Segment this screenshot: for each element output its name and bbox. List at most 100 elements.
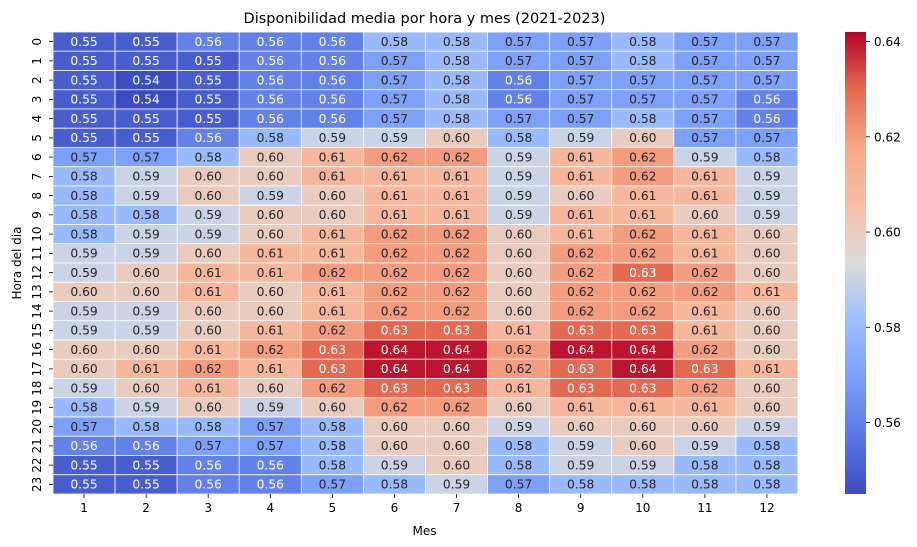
heatmap-cell-label: 0.59 [505,189,532,203]
heatmap-cell-label: 0.59 [195,208,222,222]
heatmap-cell-label: 0.56 [257,112,285,126]
heatmap-cell-label: 0.60 [753,324,780,338]
heatmap-cell-label: 0.58 [70,401,97,415]
heatmap-cell-label: 0.63 [381,381,408,395]
heatmap-cell-label: 0.60 [567,420,594,434]
heatmap-cell-label: 0.61 [381,208,408,222]
heatmap-cell-label: 0.62 [381,401,408,415]
heatmap-cell-label: 0.58 [257,131,284,145]
heatmap-cell-label: 0.60 [195,189,222,203]
heatmap-cell-label: 0.60 [443,439,470,453]
heatmap-cell-label: 0.59 [70,247,97,261]
heatmap-cell-label: 0.59 [70,266,97,280]
colorbar-tick-label: 0.64 [874,35,901,49]
y-tick-label: 4 [30,115,44,123]
heatmap-cell-label: 0.62 [629,247,656,261]
y-tick-label: 8 [30,192,44,200]
heatmap-cell-label: 0.59 [753,170,780,184]
heatmap-cell-label: 0.61 [691,227,718,241]
heatmap-cell-label: 0.58 [443,35,470,49]
y-tick-label: 21 [30,438,44,453]
heatmap-cell-label: 0.62 [381,150,408,164]
heatmap-cell-label: 0.58 [381,35,408,49]
heatmap-cell-label: 0.56 [257,93,285,107]
heatmap-cell-label: 0.58 [629,478,656,492]
heatmap-cell-label: 0.63 [629,381,656,395]
heatmap-cell-label: 0.57 [567,93,594,107]
heatmap-cell-label: 0.58 [753,439,780,453]
colorbar-ticks: 0.56 0.58 0.60 0.62 0.64 [866,35,901,430]
heatmap-cell-label: 0.56 [257,73,285,87]
heatmap-cell-label: 0.61 [629,208,656,222]
heatmap-cell-label: 0.59 [132,247,159,261]
heatmap-cell-label: 0.62 [381,285,408,299]
heatmap-cell-label: 0.59 [195,227,222,241]
heatmap-cell-label: 0.63 [629,266,656,280]
heatmap-cell-label: 0.58 [629,54,656,68]
heatmap-cell-label: 0.56 [70,439,98,453]
heatmap-cell-label: 0.60 [691,208,718,222]
y-tick-label: 2 [30,76,44,84]
heatmap-cell-label: 0.58 [132,420,159,434]
x-axis-label: Mes [413,524,437,538]
colorbar-tick-label: 0.56 [874,416,901,430]
y-tick-label: 3 [30,96,44,104]
heatmap-cell-label: 0.55 [132,54,159,68]
heatmap-cell-label: 0.58 [505,458,532,472]
heatmap-cell-label: 0.58 [691,478,718,492]
heatmap-cell-label: 0.61 [195,266,222,280]
heatmap-cell-label: 0.57 [753,54,780,68]
heatmap-cell-label: 0.60 [70,285,97,299]
heatmap-cell-label: 0.57 [505,478,532,492]
heatmap-cell-label: 0.62 [319,324,346,338]
heatmap-cell-label: 0.59 [567,458,594,472]
heatmap-cell-label: 0.56 [195,458,223,472]
heatmap-cell-label: 0.56 [132,439,160,453]
heatmap-cell-label: 0.64 [629,362,657,376]
heatmap-cell-label: 0.60 [505,304,532,318]
heatmap-cell-label: 0.56 [319,93,347,107]
heatmap-cell-label: 0.63 [319,362,346,376]
heatmap-cell-label: 0.56 [195,35,223,49]
heatmap-cell-label: 0.57 [132,150,159,164]
heatmap-cell-label: 0.58 [70,208,97,222]
x-tick-label: 4 [266,501,274,515]
heatmap-cell-label: 0.58 [70,170,97,184]
heatmap-cell-label: 0.62 [443,150,470,164]
y-tick-label: 12 [30,265,44,280]
heatmap-cell-label: 0.59 [132,304,159,318]
y-tick-label: 7 [30,173,44,181]
heatmap-cell-label: 0.64 [443,343,471,357]
heatmap-cell-label: 0.57 [567,54,594,68]
heatmap-cell-label: 0.60 [505,247,532,261]
heatmap-cell-label: 0.61 [691,324,718,338]
heatmap-cell-label: 0.57 [381,73,408,87]
heatmap-cell-label: 0.56 [505,93,533,107]
heatmap-cell-label: 0.60 [195,170,222,184]
heatmap-cell-label: 0.61 [443,170,470,184]
heatmap-cell-label: 0.60 [132,266,159,280]
heatmap-cell-label: 0.62 [629,170,656,184]
heatmap-cell-label: 0.61 [691,170,718,184]
heatmap-cell-label: 0.63 [443,381,470,395]
heatmap-cell-label: 0.61 [567,208,594,222]
heatmap-cell-label: 0.57 [505,54,532,68]
heatmap-cell-label: 0.62 [629,285,656,299]
heatmap-cell-label: 0.63 [443,324,470,338]
heatmap-cell-label: 0.59 [257,189,284,203]
heatmap-cell-label: 0.62 [443,285,470,299]
colorbar-tick-label: 0.58 [874,321,901,335]
heatmap-cell-label: 0.60 [505,401,532,415]
heatmap-cell-label: 0.61 [381,189,408,203]
heatmap-cell-label: 0.62 [319,266,346,280]
heatmap-cell-label: 0.60 [381,420,408,434]
heatmap-cell-label: 0.62 [567,247,594,261]
heatmap-cell-label: 0.57 [195,439,222,453]
heatmap-cell-label: 0.55 [70,112,97,126]
heatmap-cell-label: 0.57 [381,54,408,68]
heatmap-cell-label: 0.57 [567,73,594,87]
heatmap-cell-label: 0.59 [505,420,532,434]
heatmap-cell-label: 0.57 [381,112,408,126]
heatmap-cell-label: 0.60 [753,401,780,415]
heatmap-cell-label: 0.62 [691,285,718,299]
